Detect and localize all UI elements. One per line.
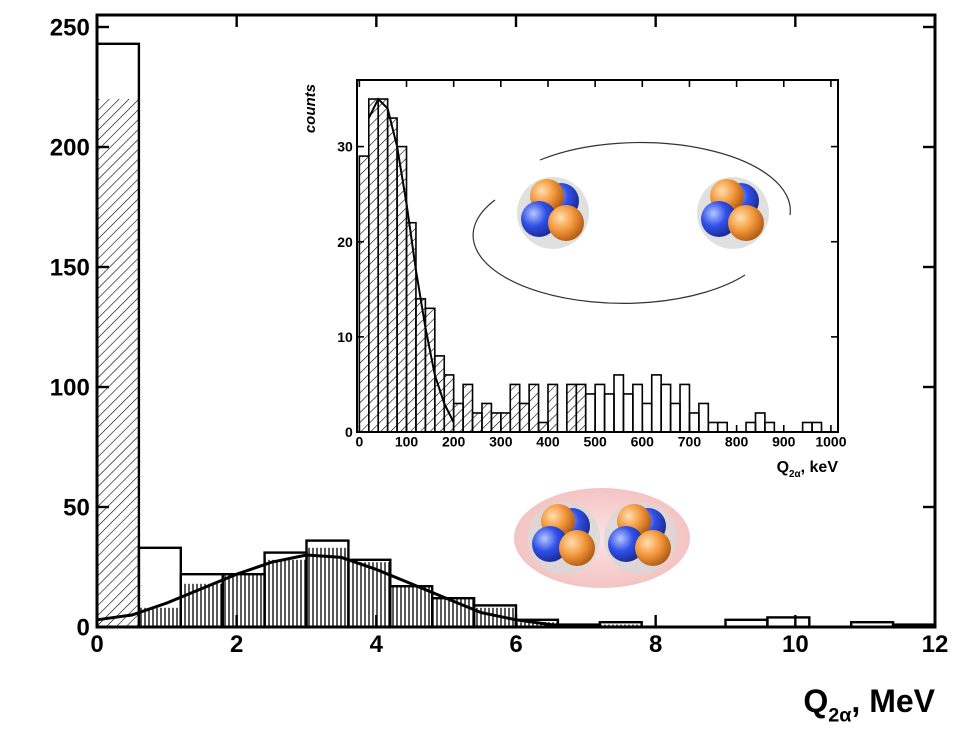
y-tick-label: 200 <box>50 135 90 162</box>
y-tick-label: 0 <box>345 424 353 440</box>
hatched-bar <box>180 583 223 627</box>
hatched-bar <box>434 355 445 432</box>
hatched-bar <box>264 559 307 627</box>
pair-illustration <box>514 488 690 588</box>
hatched-bar <box>500 412 511 432</box>
x-tick-label: 400 <box>536 434 560 450</box>
axis-label: Q2α, MeV <box>803 683 935 727</box>
x-tick-label: 600 <box>631 434 655 450</box>
x-tick-label: 0 <box>90 631 103 658</box>
axis-label-sub: 2α <box>789 469 801 480</box>
hatched-bar <box>306 547 349 627</box>
x-tick-label: 12 <box>922 631 949 658</box>
x-tick-label: 8 <box>649 631 662 658</box>
x-tick-label: 300 <box>489 434 513 450</box>
x-tick-label: 900 <box>772 434 796 450</box>
fit-curve <box>96 553 586 629</box>
y-axis-label: counts <box>302 84 319 133</box>
axis-label-sub: 2α <box>828 705 851 727</box>
hatched-bar <box>453 403 464 432</box>
hatched-bar <box>472 412 482 432</box>
hatched-bar <box>368 99 379 432</box>
separated-illustration <box>472 141 791 304</box>
axis-label-main: Q <box>803 683 828 719</box>
axis-label: Q2α, keV <box>777 459 839 480</box>
hatched-bar <box>97 99 139 627</box>
hatched-bar <box>222 574 265 627</box>
hatched-bar <box>415 298 426 432</box>
y-tick-label: 50 <box>63 495 90 522</box>
inset-plot: 0 100 200 300 400 500 600 700 800 900 1000 0 10 20 30 Q… <box>302 79 847 480</box>
hatched-bar <box>387 118 398 433</box>
hatched-bar <box>397 146 407 432</box>
hatched-bar <box>510 384 520 432</box>
axis-label-unit: , keV <box>801 459 839 476</box>
y-tick-label: 10 <box>337 329 353 345</box>
x-tick-label: 800 <box>725 434 749 450</box>
x-tick-label: 200 <box>442 434 466 450</box>
x-tick-label: 500 <box>583 434 607 450</box>
hatched-bar <box>529 384 539 432</box>
hatched-bar <box>425 308 435 432</box>
y-tick-label: 0 <box>76 615 89 642</box>
hatched-bar <box>547 384 558 432</box>
hatched-bar <box>390 586 433 627</box>
y-tick-label: 100 <box>50 375 90 402</box>
x-tick-label: 6 <box>509 631 522 658</box>
hatched-bar <box>463 384 473 432</box>
hatched-bar <box>566 384 577 432</box>
hatched-bar <box>359 156 369 433</box>
hatched-bar <box>444 374 454 432</box>
hatched-bar <box>516 622 558 627</box>
hatched-bar <box>538 422 548 432</box>
y-tick-label: 250 <box>50 15 90 42</box>
y-tick-label: 30 <box>337 139 353 155</box>
axis-label-unit: , MeV <box>851 683 935 719</box>
x-tick-label: 10 <box>782 631 809 658</box>
axes-frame <box>356 79 839 433</box>
hatched-bar <box>378 99 388 432</box>
hatched-bar <box>576 384 586 432</box>
x-tick-label: 700 <box>678 434 702 450</box>
y-tick-label: 150 <box>50 255 90 282</box>
hatched-bar <box>491 412 501 432</box>
x-tick-label: 100 <box>395 434 419 450</box>
hatched-bar <box>406 222 416 432</box>
hatched-bar <box>519 403 530 432</box>
fit-curve <box>367 97 455 423</box>
x-tick-label: 2 <box>230 631 243 658</box>
hatched-bar <box>432 598 475 627</box>
axis-label-main: Q <box>777 459 789 476</box>
x-tick-label: 4 <box>370 631 384 658</box>
x-tick-label: 0 <box>355 434 363 450</box>
y-tick-label: 20 <box>337 234 353 250</box>
x-tick-label: 1000 <box>815 434 846 450</box>
hatched-bar <box>138 607 181 627</box>
hatched-bar <box>481 403 492 432</box>
